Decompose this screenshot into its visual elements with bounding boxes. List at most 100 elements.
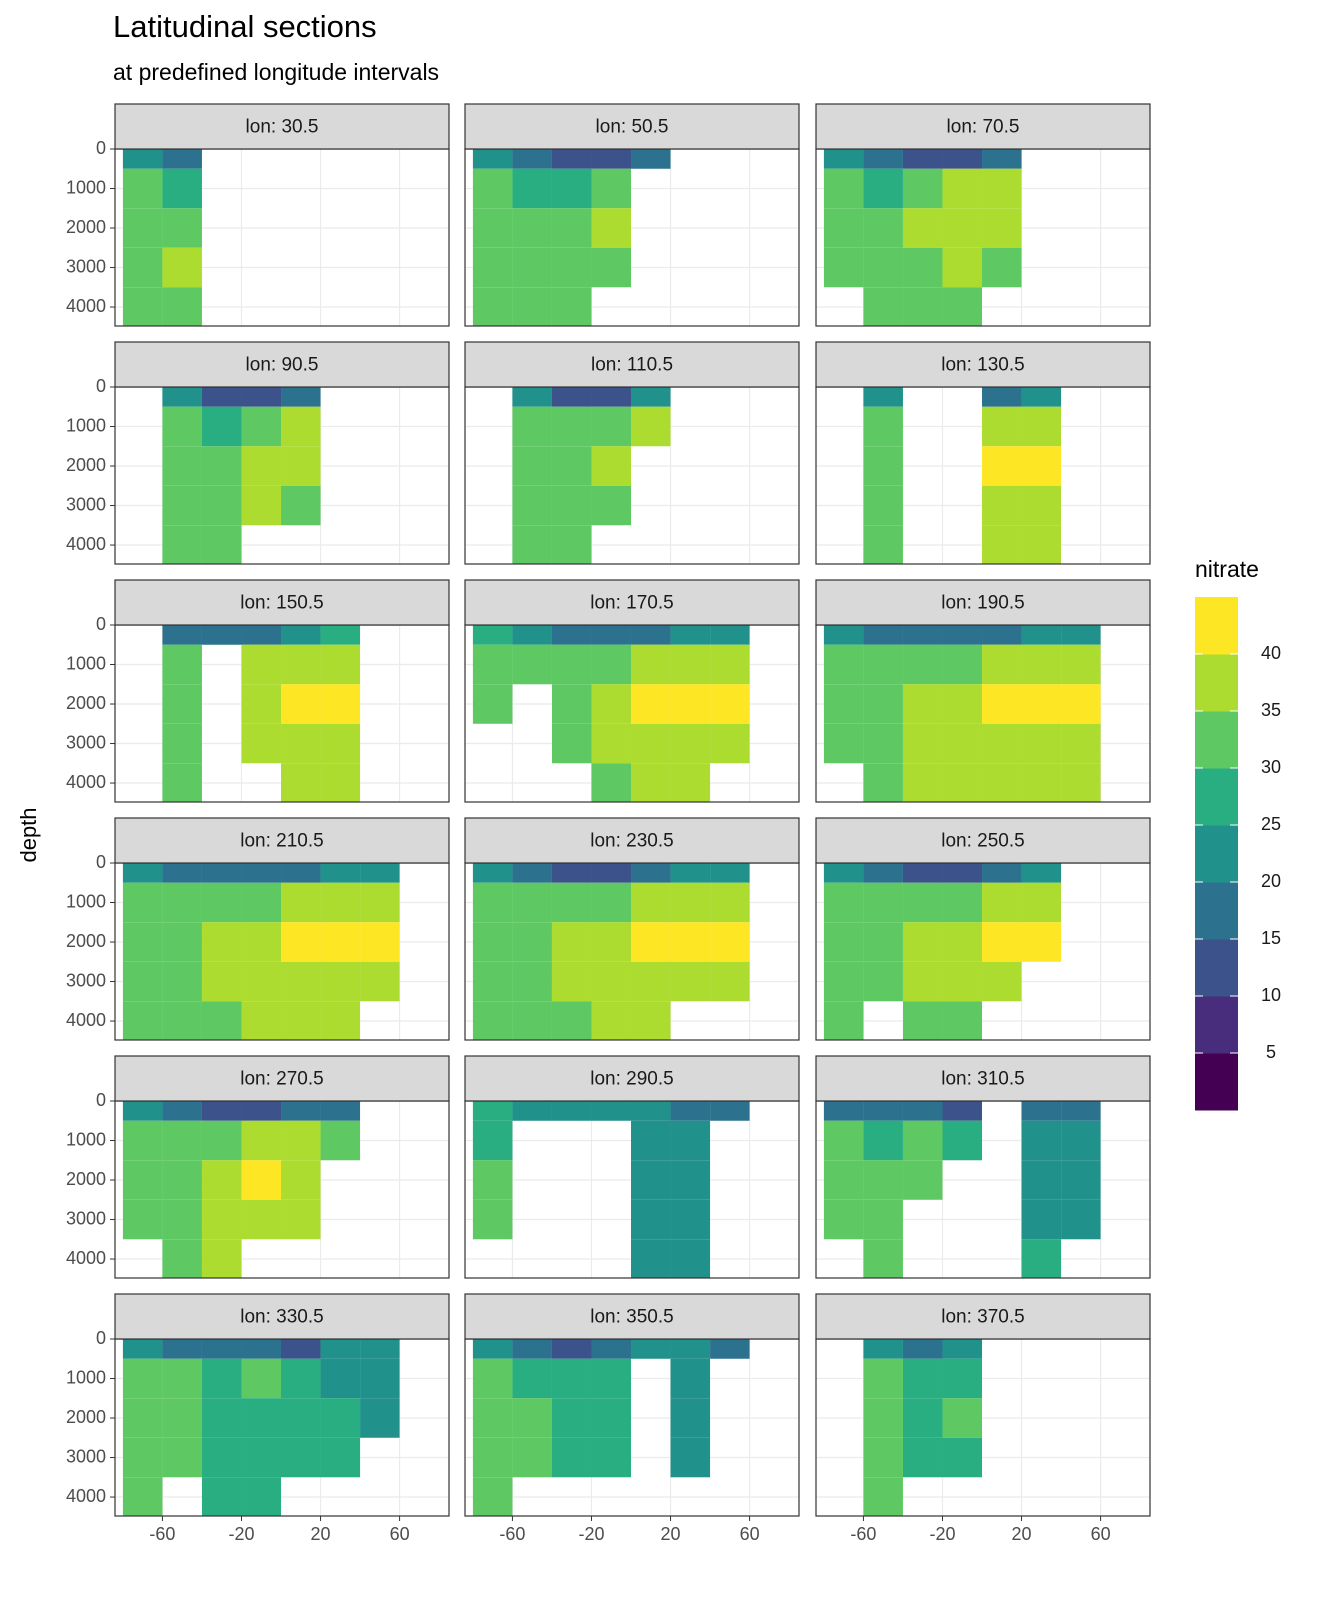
nitrate-cell (512, 1437, 552, 1478)
nitrate-cell (982, 247, 1022, 288)
nitrate-cell (122, 287, 163, 326)
nitrate-cell (863, 961, 903, 1002)
nitrate-cell (591, 406, 632, 447)
nitrate-cell (1061, 684, 1101, 724)
nitrate-cell (863, 644, 903, 685)
nitrate-cell (162, 922, 202, 962)
nitrate-cell (241, 1477, 282, 1516)
nitrate-cell (1061, 1120, 1101, 1161)
nitrate-cell (122, 1160, 163, 1200)
nitrate-cell (201, 406, 242, 447)
nitrate-cell (631, 1160, 671, 1200)
y-tick-label: 2000 (66, 1169, 106, 1189)
x-tick-label: 60 (1091, 1524, 1111, 1544)
nitrate-cell (591, 1398, 632, 1438)
nitrate-cell (512, 1398, 552, 1438)
nitrate-cell (942, 1001, 983, 1040)
nitrate-cell (201, 1120, 242, 1161)
nitrate-cell (122, 922, 163, 962)
nitrate-cell (472, 922, 513, 962)
strip (815, 1055, 1151, 1102)
nitrate-cell (162, 1339, 202, 1359)
nitrate-cell (1021, 406, 1062, 447)
nitrate-cell (863, 723, 903, 764)
nitrate-cell (122, 168, 163, 209)
nitrate-cell (320, 863, 361, 883)
facet: lon: 170.5 (464, 579, 800, 803)
strip (815, 817, 1151, 864)
facet: lon: 230.5 (464, 817, 800, 1041)
strip-label: lon: 330.5 (240, 1307, 323, 1328)
y-tick-label: 2000 (66, 931, 106, 951)
nitrate-cell (281, 961, 321, 1002)
nitrate-cell (551, 684, 592, 724)
nitrate-cell (512, 485, 552, 526)
nitrate-cell (1061, 723, 1101, 764)
nitrate-cell (162, 723, 202, 764)
nitrate-cell (360, 1339, 400, 1359)
nitrate-cell (670, 1437, 711, 1478)
nitrate-cell (942, 1339, 983, 1359)
facet: lon: 50.5 (464, 103, 800, 327)
nitrate-cell (670, 763, 711, 802)
nitrate-cell (1021, 1120, 1062, 1161)
nitrate-cell (902, 1358, 943, 1399)
nitrate-cell (360, 961, 400, 1002)
nitrate-cell (241, 882, 282, 923)
nitrate-cell (201, 863, 242, 883)
nitrate-cell (631, 1239, 671, 1278)
nitrate-cell (591, 684, 632, 724)
nitrate-cell (591, 387, 632, 407)
facet: lon: 370.5 -60 -20 20 60 (815, 1293, 1151, 1544)
nitrate-cell (670, 961, 711, 1002)
nitrate-cell (670, 922, 711, 962)
nitrate-cell (320, 1398, 361, 1438)
colorbar-label: 30 (1261, 757, 1281, 777)
nitrate-cell (360, 882, 400, 923)
nitrate-cell (472, 1120, 513, 1161)
nitrate-cell (591, 644, 632, 685)
nitrate-cell (823, 644, 864, 685)
nitrate-cell (631, 863, 671, 883)
strip (114, 579, 450, 626)
facet: lon: 110.5 (464, 341, 800, 565)
nitrate-cell (710, 625, 750, 645)
nitrate-cell (201, 625, 242, 645)
nitrate-cell (863, 863, 903, 883)
strip-label: lon: 110.5 (591, 355, 673, 376)
y-tick-label: 3000 (66, 1208, 106, 1228)
nitrate-cell (472, 625, 513, 645)
nitrate-cell (863, 247, 903, 288)
nitrate-cell (863, 1101, 903, 1121)
nitrate-cell (512, 1001, 552, 1040)
nitrate-cell (241, 625, 282, 645)
nitrate-cell (512, 247, 552, 288)
nitrate-cell (982, 863, 1022, 883)
facet: lon: 350.5 -60 -20 20 60 (464, 1293, 800, 1544)
y-tick-label: 4000 (66, 772, 106, 792)
strip-label: lon: 370.5 (941, 1307, 1024, 1328)
nitrate-cell (631, 149, 671, 169)
facet: lon: 330.5 0 1000 2000 3000 4000 -60 -20 20 60 (66, 1293, 450, 1544)
nitrate-cell (902, 644, 943, 685)
nitrate-cell (241, 863, 282, 883)
facet: lon: 90.5 0 1000 2000 3000 4000 (66, 341, 450, 565)
nitrate-cell (1061, 1101, 1101, 1121)
nitrate-cell (241, 446, 282, 486)
x-tick-label: 20 (661, 1524, 681, 1544)
nitrate-cell (902, 168, 943, 209)
nitrate-cell (1021, 446, 1062, 486)
colorbar-label: 10 (1261, 985, 1281, 1005)
nitrate-cell (512, 961, 552, 1002)
nitrate-cell (863, 625, 903, 645)
nitrate-cell (942, 1120, 983, 1161)
nitrate-cell (512, 446, 552, 486)
nitrate-cell (122, 208, 163, 248)
nitrate-cell (472, 208, 513, 248)
legend-title: nitrate (1195, 556, 1259, 582)
nitrate-cell (201, 1101, 242, 1121)
nitrate-cell (863, 1339, 903, 1359)
nitrate-cell (823, 247, 864, 288)
colorbar-label: 5 (1266, 1042, 1276, 1062)
nitrate-cell (942, 644, 983, 685)
